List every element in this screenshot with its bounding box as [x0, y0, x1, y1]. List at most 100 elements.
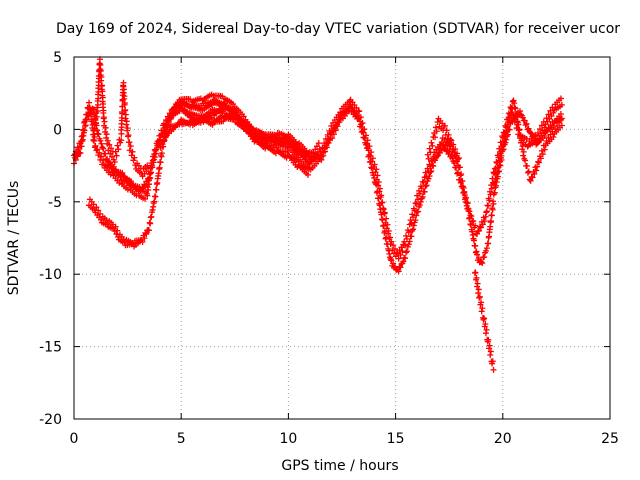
point-marker	[98, 153, 105, 160]
point-marker	[157, 144, 164, 151]
point-marker	[379, 199, 386, 206]
point-marker	[414, 196, 421, 203]
point-marker	[452, 145, 459, 152]
point-marker	[322, 145, 329, 152]
point-marker	[144, 181, 151, 188]
point-marker	[107, 162, 114, 169]
point-marker	[124, 186, 131, 193]
point-marker	[92, 119, 99, 126]
point-marker	[413, 200, 420, 207]
point-marker	[455, 154, 462, 161]
point-marker	[403, 232, 410, 239]
point-marker	[97, 210, 104, 217]
point-marker	[541, 133, 548, 140]
point-marker	[520, 148, 527, 155]
point-marker	[498, 152, 505, 159]
point-marker	[93, 113, 100, 120]
point-marker	[97, 67, 104, 74]
point-marker	[475, 255, 482, 262]
point-marker	[479, 305, 486, 312]
point-marker	[372, 169, 379, 176]
point-marker	[120, 236, 127, 243]
point-marker	[490, 200, 497, 207]
point-marker	[98, 73, 105, 80]
point-marker	[485, 336, 492, 343]
point-marker	[318, 153, 325, 160]
point-marker	[454, 150, 461, 157]
plot-frame	[73, 56, 611, 420]
point-marker	[416, 190, 423, 197]
point-marker	[118, 130, 125, 137]
point-marker	[425, 168, 432, 175]
point-marker	[414, 208, 421, 215]
point-marker	[487, 348, 494, 355]
point-marker	[448, 137, 455, 144]
point-marker	[422, 169, 429, 176]
point-marker	[516, 108, 523, 115]
point-marker	[395, 255, 402, 262]
point-marker	[522, 157, 529, 164]
point-marker	[537, 155, 544, 162]
point-marker	[112, 223, 119, 230]
point-marker	[390, 260, 397, 267]
x-tick-label: 5	[177, 431, 186, 447]
series-track-5	[471, 269, 497, 373]
point-marker	[123, 118, 130, 125]
x-tick-label: 10	[279, 431, 297, 447]
point-marker	[118, 137, 125, 144]
point-marker	[364, 137, 371, 144]
point-marker	[411, 207, 418, 214]
point-marker	[161, 137, 168, 144]
point-marker	[388, 257, 395, 264]
point-marker	[97, 61, 104, 68]
point-marker	[557, 95, 564, 102]
point-marker	[149, 164, 156, 171]
point-marker	[284, 148, 291, 155]
point-marker	[421, 188, 428, 195]
point-marker	[455, 156, 462, 163]
point-marker	[527, 177, 534, 184]
point-marker	[379, 216, 386, 223]
point-marker	[152, 193, 159, 200]
point-marker	[481, 253, 488, 260]
point-marker	[144, 192, 151, 199]
point-marker	[521, 117, 528, 124]
point-marker	[535, 139, 542, 146]
point-marker	[387, 234, 394, 241]
point-marker	[481, 218, 488, 225]
point-marker	[507, 109, 514, 116]
point-marker	[558, 101, 565, 108]
point-marker	[98, 140, 105, 147]
point-marker	[504, 123, 511, 130]
point-marker	[77, 150, 84, 157]
point-marker	[434, 118, 441, 125]
series-track-7	[156, 101, 312, 178]
x-tick-label: 25	[601, 431, 619, 447]
point-marker	[458, 171, 465, 178]
point-marker	[332, 122, 339, 129]
point-marker	[427, 163, 434, 170]
point-marker	[97, 216, 104, 223]
point-marker	[403, 249, 410, 256]
point-marker	[536, 159, 543, 166]
y-axis-label: SDTVAR / TECUs	[6, 181, 22, 296]
point-marker	[116, 179, 123, 186]
x-axis-label: GPS time / hours	[281, 458, 398, 474]
point-marker	[100, 107, 107, 114]
point-marker	[519, 143, 526, 150]
point-marker	[550, 109, 557, 116]
point-marker	[115, 146, 122, 153]
point-marker	[91, 131, 98, 138]
point-marker	[558, 122, 565, 129]
point-marker	[356, 108, 363, 115]
point-marker	[96, 149, 103, 156]
point-marker	[143, 231, 150, 238]
point-marker	[557, 111, 564, 118]
point-marker	[152, 147, 159, 154]
point-marker	[483, 245, 490, 252]
point-marker	[90, 106, 97, 113]
point-marker	[474, 230, 481, 237]
point-marker	[383, 215, 390, 222]
point-marker	[131, 154, 138, 161]
